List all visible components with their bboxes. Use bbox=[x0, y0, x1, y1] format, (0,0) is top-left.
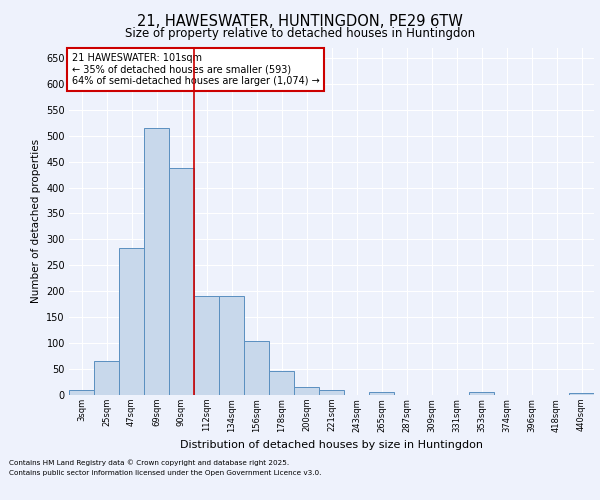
Bar bbox=[169, 168, 194, 395]
Bar bbox=[369, 392, 394, 395]
Bar bbox=[219, 296, 244, 395]
Bar bbox=[244, 340, 269, 395]
Bar bbox=[194, 296, 219, 395]
Bar bbox=[294, 386, 319, 395]
Bar bbox=[469, 392, 494, 395]
Bar bbox=[269, 370, 294, 395]
X-axis label: Distribution of detached houses by size in Huntingdon: Distribution of detached houses by size … bbox=[180, 440, 483, 450]
Bar bbox=[144, 128, 169, 395]
Text: 21 HAWESWATER: 101sqm
← 35% of detached houses are smaller (593)
64% of semi-det: 21 HAWESWATER: 101sqm ← 35% of detached … bbox=[71, 52, 319, 86]
Text: 21, HAWESWATER, HUNTINGDON, PE29 6TW: 21, HAWESWATER, HUNTINGDON, PE29 6TW bbox=[137, 14, 463, 29]
Bar bbox=[94, 362, 119, 395]
Text: Contains HM Land Registry data © Crown copyright and database right 2025.: Contains HM Land Registry data © Crown c… bbox=[9, 460, 289, 466]
Bar bbox=[69, 390, 94, 395]
Text: Size of property relative to detached houses in Huntingdon: Size of property relative to detached ho… bbox=[125, 28, 475, 40]
Text: Contains public sector information licensed under the Open Government Licence v3: Contains public sector information licen… bbox=[9, 470, 322, 476]
Bar bbox=[569, 394, 594, 395]
Y-axis label: Number of detached properties: Number of detached properties bbox=[31, 139, 41, 304]
Bar bbox=[319, 390, 344, 395]
Bar bbox=[119, 248, 144, 395]
